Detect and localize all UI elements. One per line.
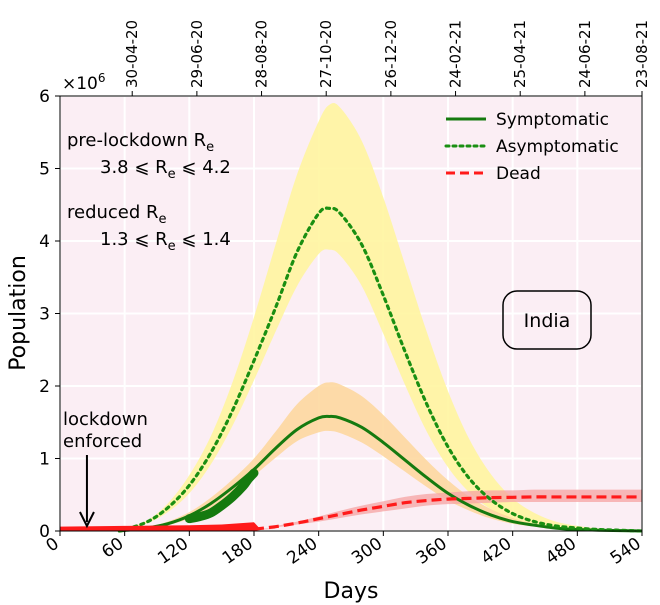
top-tick-label: 27-10-20 xyxy=(317,20,335,88)
legend-label-dead: Dead xyxy=(496,164,541,184)
top-tick-label: 30-04-20 xyxy=(123,20,141,88)
country-label: India xyxy=(524,310,571,332)
series-lines xyxy=(117,206,644,533)
asymptomatic-band xyxy=(119,102,643,531)
legend-label-asymptomatic: Asymptomatic xyxy=(496,137,619,157)
top-tick-label: 24-02-21 xyxy=(447,20,465,88)
x-tick-label: 240 xyxy=(283,534,321,569)
top-tick-label: 24-06-21 xyxy=(576,20,594,88)
x-tick-label: 120 xyxy=(154,534,192,569)
y-tick-label: 6 xyxy=(39,87,50,107)
svg-text:1.3 ⩽ Re ⩽ 1.4: 1.3 ⩽ Re ⩽ 1.4 xyxy=(100,229,231,254)
country-box-frame xyxy=(502,290,592,350)
series-line-symptomatic xyxy=(119,414,643,533)
svg-text:3.8 ⩽ Re ⩽ 4.2: 3.8 ⩽ Re ⩽ 4.2 xyxy=(100,157,231,182)
pre-lockdown-range-low: 3.8 ⩽ R xyxy=(100,157,168,178)
svg-text:pre-lockdown Re: pre-lockdown Re xyxy=(67,130,214,155)
svg-text:reduced Re: reduced Re xyxy=(67,202,167,227)
reduced-range-high: ⩽ 1.4 xyxy=(176,229,231,250)
pre-lockdown-range-high: ⩽ 4.2 xyxy=(176,157,231,178)
country-box: India xyxy=(502,290,592,350)
lockdown-label-line2: enforced xyxy=(63,431,142,452)
y-multiplier-base: ×10 xyxy=(62,74,98,94)
top-tick-label: 28-08-20 xyxy=(253,20,271,88)
x-tick-label: 60 xyxy=(98,534,127,563)
annotation-reduced: reduced Re 1.3 ⩽ Re ⩽ 1.4 xyxy=(67,202,231,254)
reduced-title-sub: e xyxy=(159,212,167,227)
top-tick-label: 25-04-21 xyxy=(511,20,529,88)
annotation-pre-lockdown: pre-lockdown Re 3.8 ⩽ Re ⩽ 4.2 xyxy=(67,130,231,182)
top-tick-label: 23-08-21 xyxy=(633,20,651,88)
legend-label-symptomatic: Symptomatic xyxy=(496,110,609,130)
top-tick-label: 26-12-20 xyxy=(382,20,400,88)
x-tick-label: 180 xyxy=(219,534,257,569)
x-tick-label: 480 xyxy=(542,534,580,569)
lockdown-label-line1: lockdown xyxy=(63,409,148,430)
y-tick-label: 5 xyxy=(39,160,50,180)
y-multiplier-exponent: 6 xyxy=(98,71,106,85)
y-tick-label: 0 xyxy=(39,522,50,542)
svg-text:×106: ×106 xyxy=(62,71,106,94)
pre-lockdown-title-sub: e xyxy=(206,140,214,155)
reduced-range-low: 1.3 ⩽ R xyxy=(100,229,168,250)
uncertainty-bands xyxy=(60,102,643,531)
x-axis-label: Days xyxy=(324,579,379,604)
observed-dead-band xyxy=(60,522,260,531)
annotation-lockdown: lockdown enforced xyxy=(63,409,148,529)
observed-symptomatic-data xyxy=(184,468,259,524)
series-line-dead xyxy=(253,495,642,531)
pre-lockdown-range-sub: e xyxy=(168,167,176,182)
top-tick-label: 29-06-20 xyxy=(188,20,206,88)
y-tick-label: 1 xyxy=(39,450,50,470)
dead-band xyxy=(60,489,642,531)
reduced-range-sub: e xyxy=(168,239,176,254)
lockdown-arrowhead-icon xyxy=(79,511,95,529)
x-tick-label: 420 xyxy=(477,534,515,569)
reduced-title: reduced R xyxy=(67,202,159,223)
series-line-asymptomatic xyxy=(117,206,644,533)
y-tick-label: 4 xyxy=(39,232,50,252)
y-tick-label: 3 xyxy=(39,305,50,325)
legend: Symptomatic Asymptomatic Dead xyxy=(444,110,619,184)
x-tick-label: 300 xyxy=(348,534,386,569)
x-tick-label: 360 xyxy=(413,534,451,569)
y-axis-label: Population xyxy=(6,255,31,371)
y-multiplier: ×106 xyxy=(62,71,106,94)
x-tick-label: 540 xyxy=(607,534,645,569)
y-tick-label: 2 xyxy=(39,377,50,397)
observed-data xyxy=(60,468,260,531)
pre-lockdown-title: pre-lockdown R xyxy=(67,130,206,151)
